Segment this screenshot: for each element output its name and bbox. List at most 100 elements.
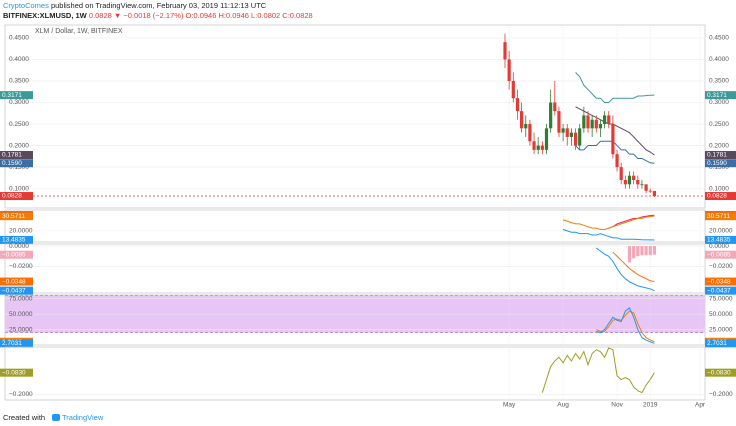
price-tag bbox=[705, 159, 736, 168]
footer-brand[interactable]: TradingView bbox=[62, 413, 104, 422]
candle-body bbox=[565, 128, 569, 137]
author[interactable]: CryptoComes bbox=[3, 1, 49, 10]
y-tick-label: 75.0000 bbox=[9, 295, 33, 302]
price-tag bbox=[705, 192, 736, 201]
price-tag bbox=[705, 250, 736, 259]
candle-body bbox=[598, 124, 603, 129]
y-tick-label: −0.0200 bbox=[709, 263, 733, 270]
series-line bbox=[541, 347, 655, 394]
price-tag bbox=[0, 212, 33, 221]
series-line bbox=[575, 140, 655, 164]
candle-body bbox=[607, 115, 611, 125]
header-line: CryptoComes published on TradingView.com… bbox=[3, 1, 267, 10]
price-tag bbox=[0, 339, 33, 348]
y-tick-label: 25.0000 bbox=[709, 326, 733, 333]
y-tick-label: 0.0000 bbox=[709, 243, 729, 250]
y-tick-label: 0.4500 bbox=[709, 35, 729, 42]
histogram-bar bbox=[644, 246, 648, 256]
price-tag-label: 0.1590 bbox=[707, 160, 727, 167]
y-tick-label: 0.2000 bbox=[709, 142, 729, 149]
price-tag-label: 0.0828 bbox=[2, 193, 22, 200]
series-line bbox=[596, 310, 655, 343]
price-tag-label: −0.0437 bbox=[707, 287, 731, 294]
candle-body bbox=[507, 59, 511, 81]
candle-body bbox=[536, 145, 540, 150]
price-tag bbox=[0, 150, 33, 159]
y-tick-label: −0.2000 bbox=[9, 391, 33, 398]
y-tick-label: 0.4000 bbox=[9, 56, 29, 63]
candle-body bbox=[586, 115, 590, 129]
price-tag-label: 13.4835 bbox=[707, 237, 731, 244]
y-tick-label: 0.3500 bbox=[9, 78, 29, 85]
ohlc: O:0.0946 H:0.0946 L:0.0802 C:0.0828 bbox=[186, 11, 313, 20]
candle-body bbox=[561, 128, 565, 133]
price-tag-label: −0.0085 bbox=[2, 251, 26, 258]
price-tag bbox=[705, 150, 736, 159]
series-line bbox=[562, 215, 655, 230]
y-tick-label: 50.0000 bbox=[709, 311, 733, 318]
pane-frame bbox=[4, 209, 706, 243]
price-tag-label: −0.0085 bbox=[707, 251, 731, 258]
candle-body bbox=[520, 111, 524, 129]
candle-body bbox=[632, 175, 636, 181]
price-tag-label: 0.1590 bbox=[2, 160, 22, 167]
y-tick-label: 0.2000 bbox=[9, 142, 29, 149]
candle-body bbox=[615, 154, 619, 168]
price-tag-label: −0.0830 bbox=[2, 369, 26, 376]
candle-body bbox=[619, 167, 623, 181]
symbol: BITFINEX:XLMUSD, 1W bbox=[3, 11, 88, 20]
y-tick-label: −0.2000 bbox=[709, 391, 733, 398]
change: ▼ −0.0018 (−2.17%) bbox=[114, 11, 184, 20]
candle-body bbox=[524, 124, 528, 129]
pane-frame bbox=[4, 243, 706, 294]
candle-body bbox=[515, 98, 520, 112]
series-line bbox=[608, 214, 655, 229]
x-tick-label: May bbox=[503, 402, 516, 409]
series-line bbox=[575, 72, 655, 104]
y-tick-label: 0.1500 bbox=[9, 164, 29, 171]
price-tag-label: 30.5711 bbox=[2, 213, 25, 220]
candle-body bbox=[544, 128, 549, 150]
price-tag-label: −0.0830 bbox=[707, 369, 731, 376]
y-tick-label: 0.2500 bbox=[9, 121, 29, 128]
chart-title: XLM / Dollar, 1W, BITFINEX bbox=[35, 28, 123, 35]
candle-body bbox=[511, 80, 515, 99]
x-tick-label: Aug bbox=[557, 402, 569, 409]
candle-body bbox=[594, 119, 598, 129]
candle-body bbox=[549, 102, 553, 129]
pane-frame bbox=[4, 24, 706, 209]
candle-body bbox=[557, 111, 561, 133]
y-tick-label: 0.3000 bbox=[709, 99, 729, 106]
candle-body bbox=[578, 128, 582, 146]
candle-body bbox=[573, 132, 578, 146]
candle-body bbox=[553, 102, 557, 112]
y-tick-label: 50.0000 bbox=[9, 311, 33, 318]
series-line bbox=[612, 251, 655, 283]
candle-body bbox=[582, 115, 586, 129]
series-line bbox=[596, 247, 655, 292]
price-tag bbox=[705, 286, 736, 295]
price: 0.0828 bbox=[89, 11, 112, 20]
series-line bbox=[596, 307, 655, 344]
price-tag bbox=[0, 286, 33, 295]
candle-body bbox=[503, 42, 507, 60]
y-tick-label: 0.4000 bbox=[709, 56, 729, 63]
histogram-bar bbox=[648, 246, 652, 256]
candle-body bbox=[652, 190, 656, 197]
price-tag-label: 0.3171 bbox=[2, 92, 22, 99]
price-tag-label: 0.0828 bbox=[707, 193, 727, 200]
candle-body bbox=[532, 141, 536, 150]
candle-body bbox=[540, 145, 544, 150]
logo bbox=[52, 414, 60, 421]
candle-body bbox=[528, 124, 532, 142]
published: published on TradingView.com, February 0… bbox=[51, 1, 267, 10]
y-tick-label: 0.3000 bbox=[9, 99, 29, 106]
price-tag bbox=[705, 368, 736, 377]
price-tag bbox=[0, 91, 33, 100]
histogram-bar bbox=[640, 246, 644, 256]
y-tick-label: 0.1000 bbox=[9, 185, 29, 192]
price-tag-label: 0.1781 bbox=[2, 152, 22, 159]
y-tick-label: 75.0000 bbox=[709, 295, 733, 302]
